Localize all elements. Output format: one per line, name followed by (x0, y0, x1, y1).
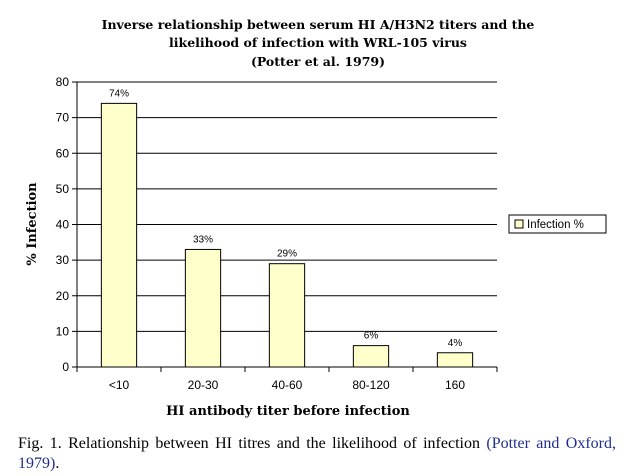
x-tick-label: 80-120 (352, 378, 390, 392)
y-tick-label: 20 (56, 289, 70, 303)
y-tick-label: 80 (56, 75, 70, 89)
figure-caption: Fig. 1. Relationship between HI titres a… (18, 434, 616, 474)
chart-title-line-2: likelihood of infection with WRL-105 vir… (169, 35, 467, 50)
axes (76, 82, 497, 368)
y-tick-label: 0 (62, 360, 69, 374)
caption-text: Fig. 1. Relationship between HI titres a… (18, 435, 480, 452)
y-tick-label: 10 (56, 324, 70, 338)
y-tick-label: 70 (56, 111, 70, 125)
bar (268, 263, 306, 368)
chart-title-line-1: Inverse relationship between serum HI A/… (102, 17, 535, 32)
data-label: 33% (193, 234, 213, 245)
bar (352, 345, 390, 368)
data-label: 6% (364, 331, 379, 342)
x-tick-label: 160 (445, 378, 465, 392)
x-axis-ticks: <10 20-30 40-60 80-120 160 (76, 367, 498, 392)
legend-label: Infection % (527, 219, 584, 231)
x-tick-label: <10 (109, 378, 130, 392)
x-tick-label: 40-60 (272, 378, 303, 392)
legend-swatch (514, 219, 524, 229)
y-tick-label: 40 (56, 218, 70, 232)
gridlines (77, 81, 497, 332)
x-tick-label: 20-30 (188, 378, 219, 392)
data-label: 74% (109, 88, 129, 99)
y-axis-title: % Infection (25, 182, 40, 266)
data-label: 29% (277, 249, 297, 260)
y-tick-label: 30 (56, 253, 70, 267)
chart: Inverse relationship between serum HI A/… (25, 17, 607, 419)
bar (436, 352, 474, 368)
bars (100, 102, 474, 368)
caption-reference: (Potter and Oxford, 1979) (18, 435, 617, 472)
y-tick-label: 50 (56, 182, 70, 196)
legend-box (508, 214, 607, 234)
bar (100, 102, 138, 368)
caption-suffix: . (55, 455, 60, 472)
legend: Infection % (508, 214, 607, 234)
data-label: 4% (448, 338, 463, 349)
chart-title-line-3: (Potter et al. 1979) (251, 54, 385, 69)
data-labels: 74% 33% 29% 6% 4% (109, 88, 462, 348)
x-axis-title: HI antibody titer before infection (166, 404, 410, 419)
y-axis-ticks: 0 10 20 30 40 50 60 70 80 (56, 75, 77, 374)
bar (184, 248, 222, 368)
y-tick-label: 60 (56, 146, 70, 160)
